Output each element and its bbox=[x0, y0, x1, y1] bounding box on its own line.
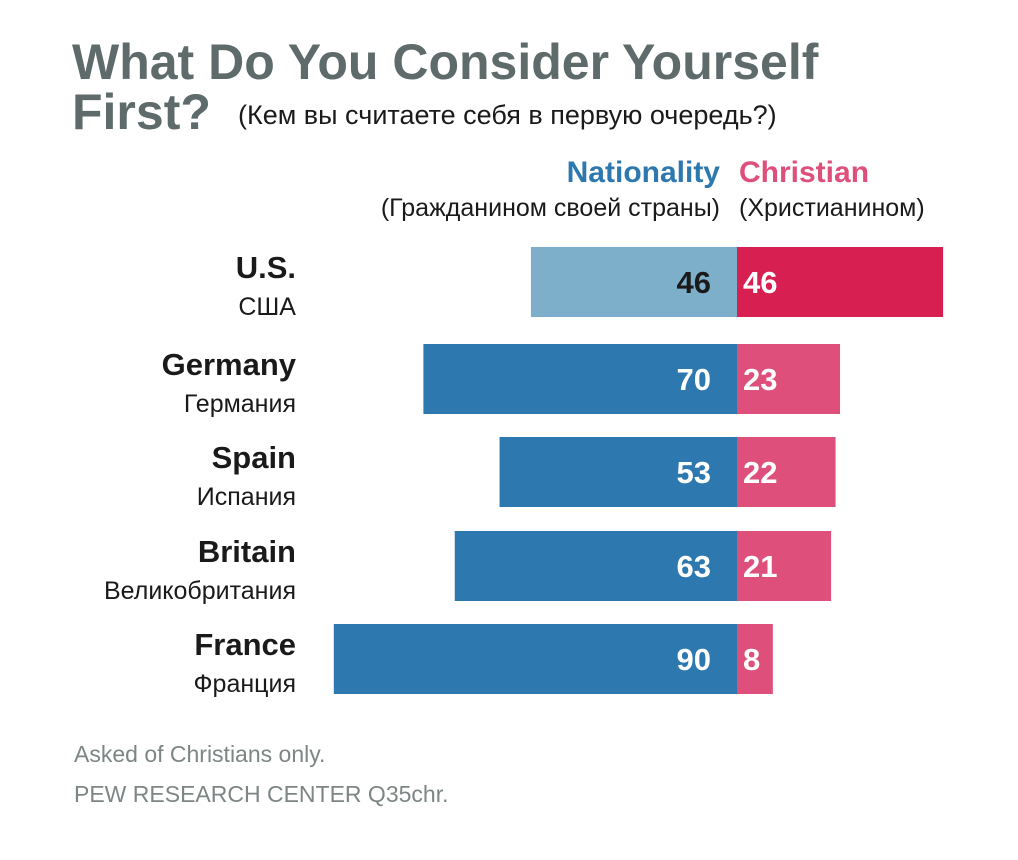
bar-nationality bbox=[454, 531, 737, 601]
category-label-ru: США bbox=[238, 293, 296, 321]
data-label-christian: 22 bbox=[743, 455, 777, 490]
category-label-ru: Германия bbox=[184, 390, 296, 418]
category-label: Britain bbox=[198, 534, 296, 569]
legend-nationality-label: Nationality bbox=[566, 156, 720, 189]
bar-christian bbox=[737, 531, 832, 601]
category-label: France bbox=[194, 627, 296, 662]
data-label-christian: 46 bbox=[743, 265, 777, 300]
category-label-ru: Франция bbox=[194, 670, 296, 698]
category-label: U.S. bbox=[236, 250, 296, 285]
legend-christian: Christian (Христианином) bbox=[739, 155, 925, 225]
bar-christian bbox=[737, 624, 773, 694]
data-label-nationality: 46 bbox=[677, 265, 711, 300]
bar-christian bbox=[737, 344, 841, 414]
chart-title-continued: First? bbox=[72, 84, 211, 140]
bar-nationality bbox=[333, 624, 737, 694]
category-label-ru: Испания bbox=[197, 483, 296, 511]
data-label-nationality: 70 bbox=[677, 362, 711, 397]
category-label-ru: Великобритания bbox=[104, 577, 296, 605]
bar-christian bbox=[737, 247, 944, 317]
chart-title: What Do You Consider Yourself bbox=[72, 34, 819, 90]
bar-nationality bbox=[499, 437, 737, 507]
source-note: PEW RESEARCH CENTER Q35chr. bbox=[74, 781, 449, 807]
legend-nationality-label-ru: (Гражданином своей страны) bbox=[380, 194, 720, 222]
data-label-christian: 8 bbox=[743, 642, 760, 677]
data-label-christian: 23 bbox=[743, 362, 777, 397]
footnote: Asked of Christians only. bbox=[74, 741, 326, 767]
data-label-christian: 21 bbox=[743, 549, 777, 584]
legend-christian-label: Christian bbox=[739, 156, 870, 189]
data-label-nationality: 90 bbox=[677, 642, 711, 677]
category-label: Germany bbox=[162, 347, 297, 382]
data-label-nationality: 53 bbox=[677, 455, 711, 490]
bar-christian bbox=[737, 437, 836, 507]
legend-christian-label-ru: (Христианином) bbox=[739, 194, 925, 222]
category-label: Spain bbox=[212, 440, 296, 475]
bar-nationality bbox=[530, 247, 737, 317]
legend-nationality: Nationality (Гражданином своей страны) bbox=[381, 155, 720, 225]
chart-subtitle-russian: (Кем вы считаете себя в первую очередь?) bbox=[238, 100, 777, 130]
bar-nationality bbox=[423, 344, 737, 414]
data-label-nationality: 63 bbox=[677, 549, 711, 584]
